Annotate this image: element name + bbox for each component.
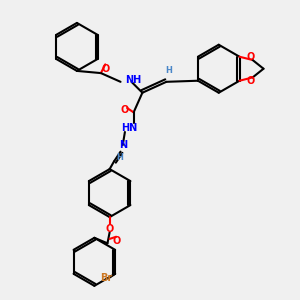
Text: NH: NH bbox=[125, 75, 141, 85]
Text: O: O bbox=[246, 52, 254, 62]
Text: Br: Br bbox=[100, 273, 112, 283]
Text: O: O bbox=[121, 105, 129, 115]
Text: H: H bbox=[116, 153, 123, 162]
Text: O: O bbox=[106, 224, 114, 234]
Text: O: O bbox=[246, 76, 254, 86]
Text: H: H bbox=[165, 66, 172, 75]
Text: O: O bbox=[101, 64, 110, 74]
Text: N: N bbox=[119, 140, 127, 150]
Text: O: O bbox=[112, 236, 120, 246]
Text: HN: HN bbox=[121, 123, 137, 133]
